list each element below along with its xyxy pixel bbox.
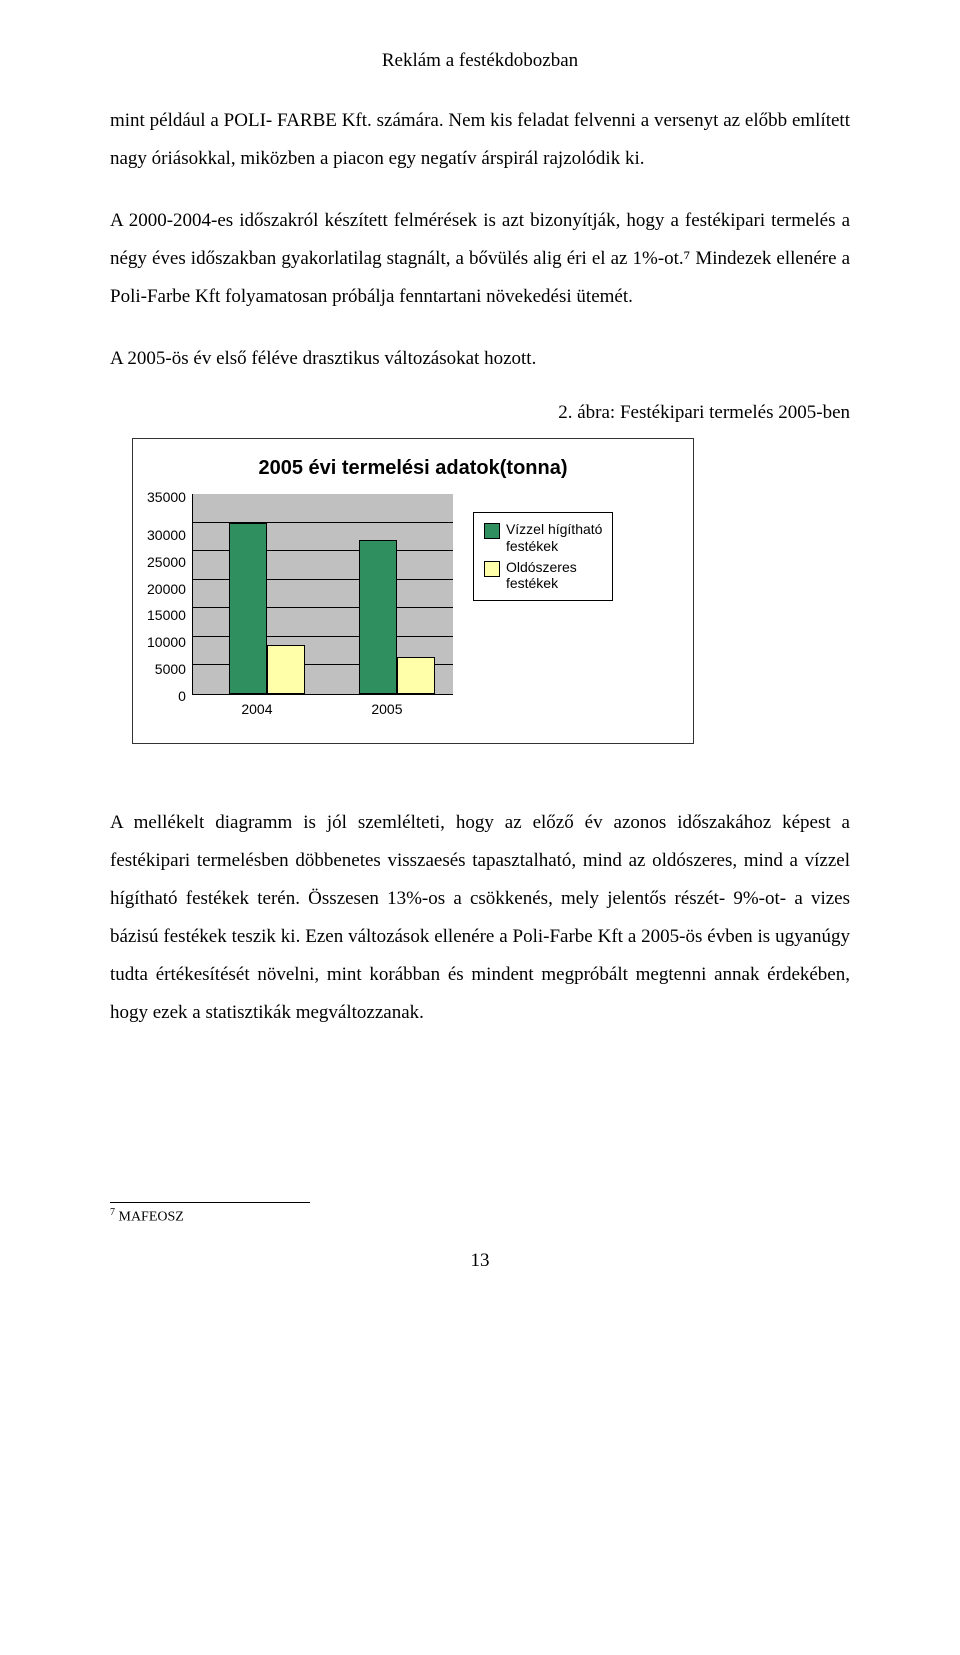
paragraph-1: mint például a POLI- FARBE Kft. számára.… (110, 102, 850, 178)
legend-label: Vízzel hígíthatófestékek (506, 521, 603, 555)
legend-label: Oldószeresfestékek (506, 559, 577, 593)
chart-legend: Vízzel hígíthatófestékek Oldószeresfesték… (473, 512, 614, 601)
y-tick-label: 25000 (147, 555, 186, 569)
x-tick-label: 2005 (322, 701, 452, 717)
bar (229, 523, 267, 694)
y-tick-label: 30000 (147, 528, 186, 542)
footnote-marker: 7 (110, 1207, 115, 1218)
y-tick-label: 15000 (147, 608, 186, 622)
chart-plot-wrap: 35000300002500020000150001000050000 2004… (147, 494, 453, 717)
bar-chart: 2005 évi termelési adatok(tonna) 35000 30… (132, 438, 694, 744)
y-tick-label: 5000 (155, 662, 186, 676)
legend-swatch (484, 523, 500, 539)
figure-caption: 2. ábra: Festékipari termelés 2005-ben (110, 402, 850, 424)
chart-title: 2005 évi termelési adatok(tonna) (133, 439, 693, 494)
y-tick-label: 20000 (147, 582, 186, 596)
legend-swatch (484, 561, 500, 577)
chart-plot-area (192, 494, 453, 695)
chart-x-axis: 20042005 (192, 695, 452, 717)
chart-body: 35000300002500020000150001000050000 2004… (133, 494, 693, 743)
footnote-text: MAFEOSZ (119, 1210, 184, 1225)
chart-y-axis: 35000300002500020000150001000050000 (147, 494, 192, 696)
bar-group (359, 540, 435, 694)
y-tick-label: 0 (178, 689, 186, 703)
page-number: 13 (110, 1250, 850, 1272)
y-tick-label: 10000 (147, 635, 186, 649)
bar (397, 657, 435, 694)
legend-item: Oldószeresfestékek (484, 559, 603, 593)
bar-group (229, 523, 305, 694)
legend-item: Vízzel hígíthatófestékek (484, 521, 603, 555)
paragraph-2: A 2000-2004-es időszakról készített felm… (110, 202, 850, 316)
paragraph-4: A mellékelt diagramm is jól szemlélteti,… (110, 804, 850, 1032)
paragraph-3: A 2005-ös év első féléve drasztikus vált… (110, 340, 850, 378)
bar (359, 540, 397, 694)
y-tick-label: 35000 (147, 490, 186, 504)
footnote-rule (110, 1202, 310, 1203)
bar (267, 645, 305, 694)
page-header-title: Reklám a festékdobozban (110, 50, 850, 72)
footnote: 7 MAFEOSZ (110, 1207, 850, 1226)
document-page: Reklám a festékdobozban mint például a P… (0, 0, 960, 1655)
x-tick-label: 2004 (192, 701, 322, 717)
chart-plot: 20042005 (192, 494, 453, 717)
